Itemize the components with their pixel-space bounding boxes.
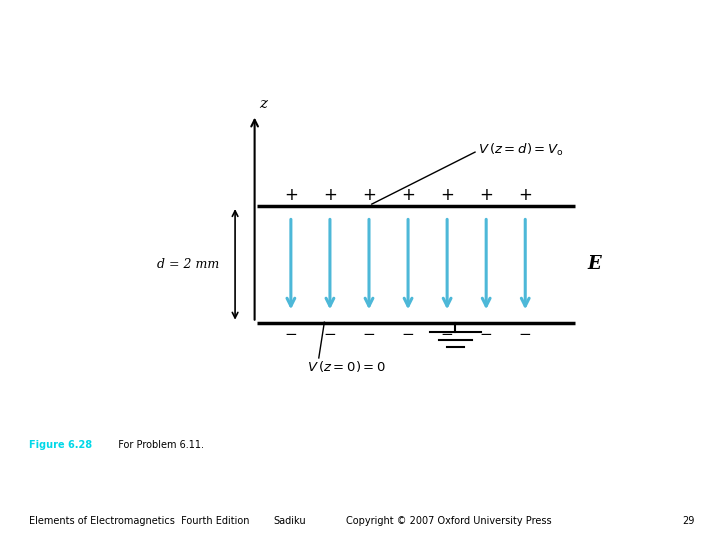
Text: Figure 6.28: Figure 6.28 — [29, 441, 92, 450]
Text: E: E — [588, 255, 601, 273]
Text: +: + — [401, 186, 415, 204]
Text: −: − — [363, 327, 375, 342]
Text: For Problem 6.11.: For Problem 6.11. — [112, 441, 204, 450]
Text: d = 2 mm: d = 2 mm — [156, 258, 219, 271]
Text: Elements of Electromagnetics  Fourth Edition: Elements of Electromagnetics Fourth Edit… — [29, 516, 249, 526]
Text: −: − — [519, 327, 531, 342]
Text: −: − — [402, 327, 415, 342]
Text: +: + — [284, 186, 298, 204]
Text: z: z — [259, 97, 267, 111]
Text: +: + — [323, 186, 337, 204]
Text: +: + — [440, 186, 454, 204]
Text: $V\,(z=0)=0$: $V\,(z=0)=0$ — [307, 359, 386, 374]
Text: −: − — [323, 327, 336, 342]
Text: 29: 29 — [683, 516, 695, 526]
Text: +: + — [480, 186, 493, 204]
Text: $V\,(z=d)=V_{\rm o}$: $V\,(z=d)=V_{\rm o}$ — [478, 142, 564, 158]
Text: −: − — [284, 327, 297, 342]
Text: Copyright © 2007 Oxford University Press: Copyright © 2007 Oxford University Press — [346, 516, 552, 526]
Text: +: + — [518, 186, 532, 204]
Text: −: − — [480, 327, 492, 342]
Text: +: + — [362, 186, 376, 204]
Text: −: − — [441, 327, 454, 342]
Text: Sadiku: Sadiku — [274, 516, 306, 526]
